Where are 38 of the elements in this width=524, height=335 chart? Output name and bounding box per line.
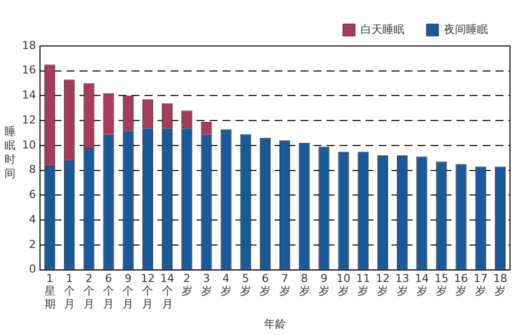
- x-tick-label: 11岁: [356, 272, 370, 298]
- x-tick-label: 12岁: [376, 272, 390, 298]
- x-tick-label: 7岁: [279, 272, 290, 298]
- legend-label: 白天睡眠: [360, 22, 404, 36]
- y-tick-label: 0: [28, 262, 36, 276]
- y-axis-title: 睡眠时间: [4, 125, 16, 181]
- x-tick-label: 3岁: [200, 272, 212, 298]
- x-tick-label: 15岁: [434, 272, 448, 298]
- y-tick-label: 2: [28, 238, 36, 251]
- x-tick-label: 14岁: [414, 272, 429, 298]
- x-tick-label: 9个月: [122, 272, 134, 310]
- x-tick-label: 17岁: [474, 272, 488, 298]
- x-tick-label: 16岁: [454, 272, 468, 298]
- x-tick-label: 2个月: [83, 272, 94, 310]
- x-tick-label: 18岁: [493, 272, 508, 298]
- x-tick-label: 12个月: [140, 272, 155, 310]
- y-tick-label: 14: [22, 88, 36, 102]
- x-tick-label: 1星期: [44, 272, 56, 310]
- x-tick-label: 10岁: [336, 272, 351, 298]
- x-tick-label: 2岁: [181, 272, 192, 298]
- x-tick-label: 5岁: [240, 272, 252, 298]
- y-tick-label: 10: [22, 138, 36, 152]
- x-tick-label: 1个月: [64, 272, 75, 310]
- legend-label: 夜间睡眠: [444, 22, 488, 36]
- x-axis-title: 年龄: [264, 317, 286, 330]
- x-tick-label: 9岁: [318, 272, 330, 298]
- x-tick-label: 6岁: [260, 272, 271, 298]
- x-tick-label: 14个月: [160, 272, 174, 310]
- y-tick-label: 6: [28, 188, 36, 202]
- x-tick-label: 6个月: [103, 272, 114, 310]
- y-tick-label: 16: [22, 64, 36, 77]
- x-tick-label: 4岁: [220, 272, 232, 298]
- y-tick-label: 12: [22, 113, 36, 126]
- x-tick-label: 13岁: [395, 272, 410, 298]
- y-tick-label: 8: [28, 163, 36, 176]
- y-tick-label: 4: [28, 212, 36, 226]
- x-tick-label: 8岁: [298, 272, 310, 298]
- y-tick-label: 18: [22, 38, 36, 52]
